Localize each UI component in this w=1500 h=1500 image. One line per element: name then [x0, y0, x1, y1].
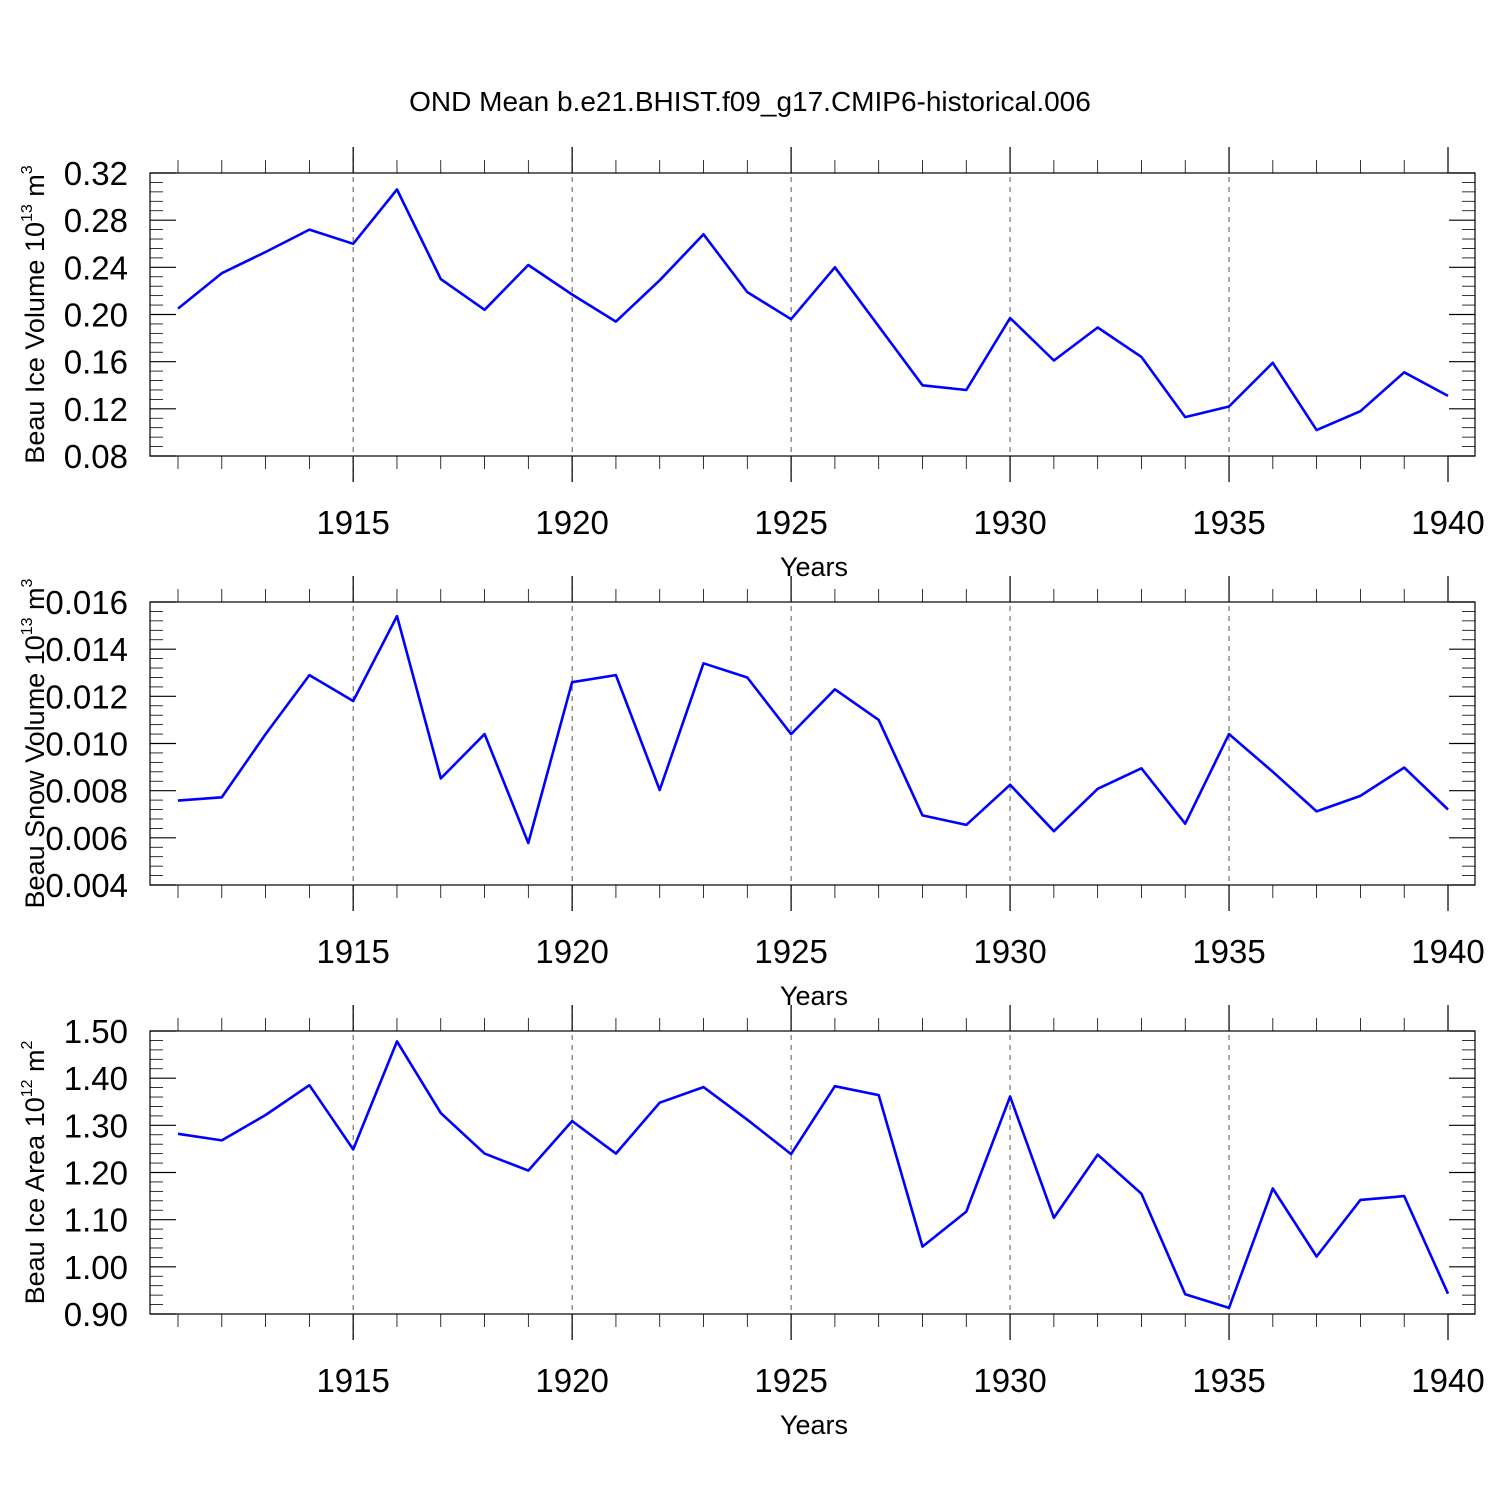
x-tick-label: 1920 — [535, 504, 608, 541]
x-tick-label: 1915 — [316, 1362, 389, 1399]
y-tick-label: 0.012 — [45, 678, 128, 715]
x-tick-label: 1925 — [754, 504, 827, 541]
x-tick-label: 1915 — [316, 504, 389, 541]
x-tick-label: 1930 — [973, 933, 1046, 970]
x-tick-label: 1925 — [754, 1362, 827, 1399]
y-tick-label: 0.20 — [64, 297, 128, 334]
x-tick-label: 1925 — [754, 933, 827, 970]
chart-panel-3: 0.90 1.00 1.10 1.20 1.30 1.40 1.50 1915 1920 1925… — [19, 1005, 1485, 1440]
y-tick-label: 0.014 — [45, 631, 128, 668]
x-axis-label: Years — [780, 981, 848, 1011]
x-tick-label: 1930 — [973, 1362, 1046, 1399]
figure-title: OND Mean b.e21.BHIST.f09_g17.CMIP6-histo… — [409, 86, 1091, 117]
y-tick-label: 0.08 — [64, 438, 128, 475]
chart-panel-2: 0.004 0.006 0.008 0.010 0.012 0.014 0.016 1915 1… — [19, 576, 1485, 1011]
y-tick-label: 0.004 — [45, 867, 128, 904]
y-tick-label: 0.008 — [45, 773, 128, 810]
y-axis-label: Beau Snow Volume 1013 m3 — [19, 578, 50, 908]
y-tick-label: 1.30 — [64, 1107, 128, 1144]
x-tick-label: 1920 — [535, 1362, 608, 1399]
series-line — [177, 188, 1449, 432]
x-tick-label: 1935 — [1192, 504, 1265, 541]
plot-frame — [149, 1030, 1476, 1315]
x-axis-label: Years — [780, 552, 848, 582]
y-tick-label: 1.10 — [64, 1202, 128, 1239]
y-axis-label: Beau Ice Volume 1013 m3 — [19, 165, 50, 463]
x-tick-label: 1920 — [535, 933, 608, 970]
y-tick-label: 1.50 — [64, 1013, 128, 1050]
x-tick-label: 1935 — [1192, 1362, 1265, 1399]
series-line — [177, 1040, 1450, 1310]
x-tick-label: 1935 — [1192, 933, 1265, 970]
x-tick-label: 1940 — [1411, 933, 1484, 970]
y-tick-label: 1.40 — [64, 1060, 128, 1097]
y-axis-label: Beau Ice Area 1012 m2 — [19, 1040, 50, 1304]
y-tick-label: 0.16 — [64, 344, 128, 381]
y-tick-label: 0.010 — [45, 726, 128, 763]
y-tick-label: 0.006 — [45, 820, 128, 857]
y-tick-label: 0.12 — [64, 391, 128, 428]
y-tick-label: 0.28 — [64, 202, 128, 239]
plot-frame — [149, 172, 1476, 457]
chart-panels: 0.08 0.12 0.16 0.20 0.24 0.28 0.32 1915 1920 1925… — [19, 147, 1485, 1440]
x-tick-label: 1915 — [316, 933, 389, 970]
plot-frame — [149, 601, 1476, 886]
x-tick-label: 1940 — [1411, 504, 1484, 541]
y-tick-label: 0.24 — [64, 249, 128, 286]
x-tick-label: 1930 — [973, 504, 1046, 541]
y-tick-label: 1.00 — [64, 1249, 128, 1286]
series-line — [177, 614, 1449, 845]
x-axis-label: Years — [780, 1410, 848, 1440]
chart-panel-1: 0.08 0.12 0.16 0.20 0.24 0.28 0.32 1915 1920 1925… — [19, 147, 1485, 582]
x-tick-label: 1940 — [1411, 1362, 1484, 1399]
y-tick-label: 0.32 — [64, 155, 128, 192]
y-tick-label: 0.016 — [45, 584, 128, 621]
y-tick-label: 0.90 — [64, 1296, 128, 1333]
y-tick-label: 1.20 — [64, 1155, 128, 1192]
